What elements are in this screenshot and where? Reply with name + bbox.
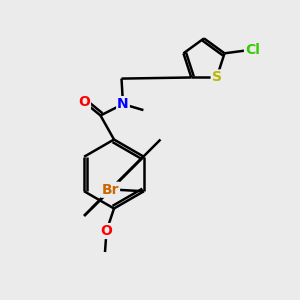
Text: Cl: Cl — [245, 43, 260, 57]
Text: S: S — [212, 70, 222, 85]
Text: Br: Br — [101, 183, 119, 197]
Text: N: N — [117, 97, 129, 111]
Text: O: O — [100, 224, 112, 238]
Text: O: O — [78, 95, 90, 109]
